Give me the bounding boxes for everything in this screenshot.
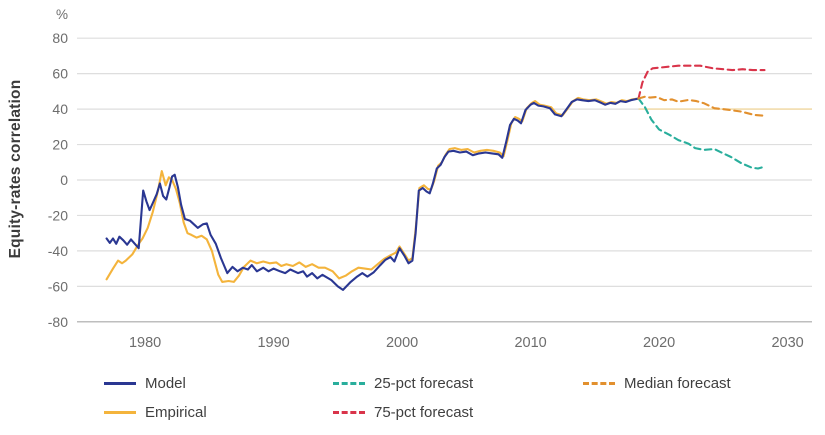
legend-column-1: Model Empirical bbox=[104, 373, 207, 431]
y-tick-label: 20 bbox=[52, 137, 68, 153]
empirical-line-swatch bbox=[104, 410, 136, 414]
legend-column-3: Median forecast bbox=[583, 373, 731, 402]
legend-label-median: Median forecast bbox=[624, 374, 731, 392]
plot-area: 80 60 40 20 0 -20 -40 -60 -80 1980 1990 2000 2010 202… bbox=[48, 30, 812, 351]
legend-label-75pct: 75-pct forecast bbox=[374, 403, 474, 421]
y-axis-unit-label: % bbox=[55, 7, 68, 22]
legend-item-empirical: Empirical bbox=[104, 402, 207, 422]
y-tick-label: -20 bbox=[48, 207, 68, 223]
legend-column-2: 25-pct forecast 75-pct forecast bbox=[333, 373, 473, 431]
x-tick-label: 2010 bbox=[514, 335, 546, 351]
y-axis-title: Equity-rates correlation bbox=[7, 79, 24, 259]
y-tick-label: 0 bbox=[60, 172, 68, 188]
legend-label-empirical: Empirical bbox=[145, 403, 207, 421]
x-tick-label: 1990 bbox=[257, 335, 289, 351]
75pct-dashed-swatch bbox=[333, 410, 365, 414]
series-line-25-pct-forecast bbox=[637, 97, 766, 170]
legend-label-model: Model bbox=[145, 374, 186, 392]
series-line-75-pct-forecast bbox=[637, 64, 766, 100]
legend-item-25pct-forecast: 25-pct forecast bbox=[333, 373, 473, 393]
legend-item-model: Model bbox=[104, 373, 207, 393]
y-tick-label: -40 bbox=[48, 243, 68, 259]
x-tick-label: 2030 bbox=[771, 335, 803, 351]
model-line-swatch bbox=[104, 381, 136, 385]
series-line-median-forecast bbox=[637, 95, 766, 117]
x-tick-label: 2000 bbox=[386, 335, 418, 351]
series-line-empirical bbox=[105, 96, 640, 283]
y-tick-label: -60 bbox=[48, 278, 68, 294]
y-tick-label: -80 bbox=[48, 314, 68, 330]
legend-label-25pct: 25-pct forecast bbox=[374, 374, 474, 392]
legend-item-75pct-forecast: 75-pct forecast bbox=[333, 402, 473, 422]
y-tick-label: 40 bbox=[52, 101, 68, 117]
legend-item-median-forecast: Median forecast bbox=[583, 373, 731, 393]
y-tick-label: 80 bbox=[52, 30, 68, 46]
median-dashed-swatch bbox=[583, 381, 615, 385]
legend: Model Empirical 25-pct forecast 75-pct f… bbox=[0, 373, 825, 433]
x-tick-label: 1980 bbox=[129, 335, 161, 351]
25pct-dashed-swatch bbox=[333, 381, 365, 385]
series-line-model bbox=[105, 97, 640, 291]
x-tick-label: 2020 bbox=[643, 335, 675, 351]
y-tick-label: 60 bbox=[52, 66, 68, 82]
